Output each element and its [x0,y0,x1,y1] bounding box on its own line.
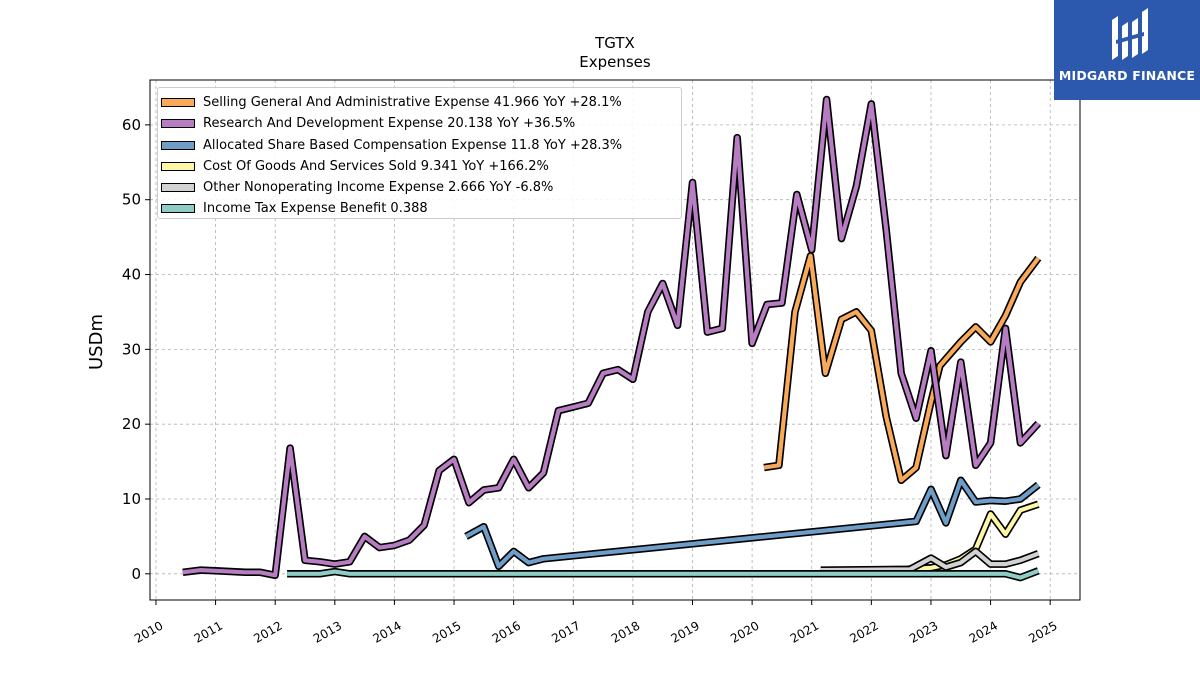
y-tick-label: 40 [122,266,141,284]
chart-title: TGTX [594,34,635,52]
x-tick-label: 2019 [669,618,702,645]
x-tick-label: 2025 [1026,618,1059,645]
y-tick-label: 20 [122,415,141,433]
y-tick-label: 30 [122,340,141,358]
legend-swatch [161,98,195,107]
legend-label: Selling General And Administrative Expen… [203,95,622,110]
brand-logo: MIDGARD FINANCE [1054,0,1200,100]
x-tick-label: 2011 [192,618,225,645]
x-tick-label: 2014 [370,618,403,645]
legend-swatch [161,204,195,214]
grid [150,80,1080,600]
legend-swatch [161,140,195,150]
x-tick-label: 2024 [967,618,1000,645]
legend-item: Other Nonoperating Income Expense 2.666 … [158,177,681,198]
series-layer [182,95,1042,582]
chart-subtitle: Expenses [579,53,651,71]
y-tick-label: 60 [122,116,141,134]
legend-label: Cost Of Goods And Services Sold 9.341 Yo… [203,158,549,174]
legend-item: Income Tax Expense Benefit 0.388 [158,198,681,219]
legend-label: Allocated Share Based Compensation Expen… [203,137,623,153]
series-line-4 [820,549,1040,573]
x-tick-label: 2015 [430,618,463,645]
y-tick-label: 0 [131,565,141,583]
y-tick-label: 50 [122,191,141,209]
x-tick-label: 2018 [609,618,642,645]
x-tick-label: 2020 [728,618,761,645]
x-tick-label: 2012 [251,618,284,645]
x-tick-label: 2023 [907,618,940,645]
legend-item: Allocated Share Based Compensation Expen… [158,135,681,156]
midgard-logo-icon [1112,8,1148,60]
y-axis-label: USDm [86,314,107,370]
legend-item: Research And Development Expense 20.138 … [158,113,681,134]
legend-swatch [161,183,195,193]
legend-swatch [161,119,195,129]
legend-item: Cost Of Goods And Services Sold 9.341 Yo… [158,156,681,177]
plot-frame [149,79,1081,601]
x-tick-label: 2017 [549,618,582,645]
legend-label: Income Tax Expense Benefit 0.388 [203,201,428,217]
series-line-0 [763,253,1040,483]
brand-name: MIDGARD FINANCE [1058,68,1196,83]
x-tick-label: 2010 [132,618,165,645]
y-tick-label: 10 [122,490,141,508]
series-line-outline [464,476,1041,571]
series-line-2 [464,478,1040,569]
series-line-1 [182,97,1040,578]
x-tick-label: 2013 [311,618,344,645]
legend-label: Research And Development Expense 20.138 … [203,116,576,132]
x-tick-label: 2021 [788,618,821,645]
legend-item: Selling General And Administrative Expen… [158,92,681,113]
legend-swatch [161,161,195,171]
x-tick-label: 2016 [490,618,523,645]
legend: Selling General And Administrative Expen… [157,87,682,219]
series-line-5 [287,568,1040,580]
legend-label: Other Nonoperating Income Expense 2.666 … [203,180,554,196]
x-tick-label: 2022 [847,618,880,645]
